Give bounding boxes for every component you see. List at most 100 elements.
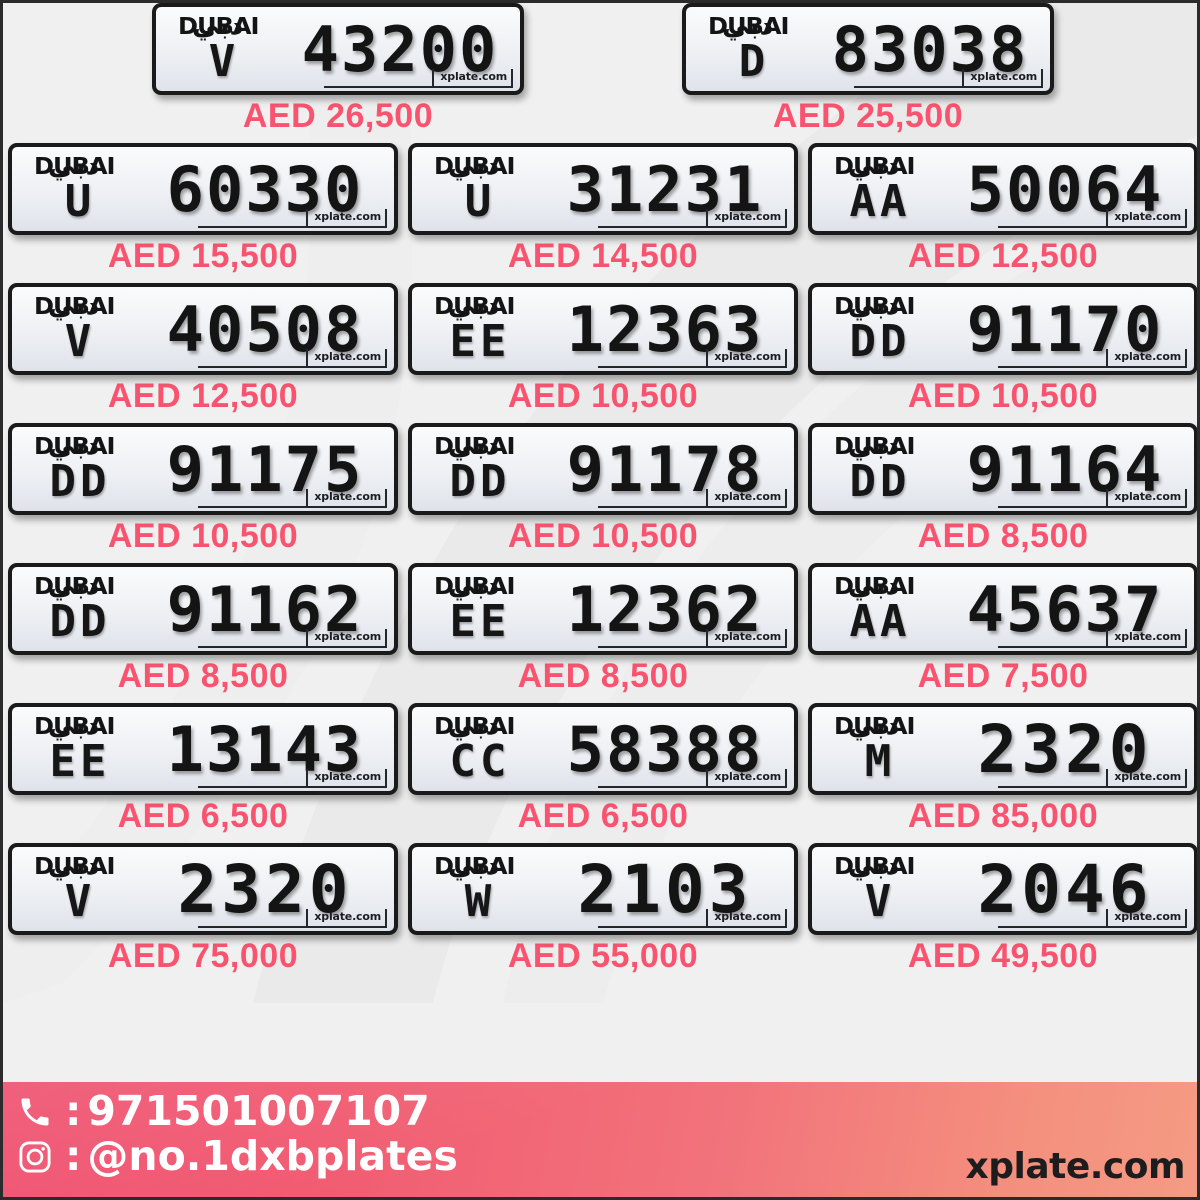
- plate-watermark: xplate.com: [598, 629, 787, 648]
- plate-watermark-text: xplate.com: [714, 490, 781, 503]
- plate-watermark-text: xplate.com: [714, 910, 781, 923]
- plate-cell[interactable]: DUBAI دبي EE 13143 xplate.com AED 6,500: [3, 703, 403, 843]
- emblem-arabic-text: دبي: [722, 10, 774, 41]
- emblem-arabic-text: دبي: [448, 430, 500, 461]
- license-plate[interactable]: DUBAI دبي U 60330 xplate.com: [8, 143, 398, 235]
- license-plate[interactable]: DUBAI دبي EE 12362 xplate.com: [408, 563, 798, 655]
- license-plate[interactable]: DUBAI دبي EE 13143 xplate.com: [8, 703, 398, 795]
- emblem-arabic-text: دبي: [48, 430, 100, 461]
- plate-code: DD: [49, 596, 111, 647]
- plate-watermark: xplate.com: [998, 909, 1187, 928]
- emblem-arabic-text: دبي: [848, 290, 900, 321]
- plate-code: W: [464, 876, 496, 927]
- plate-cell[interactable]: DUBAI دبي U 60330 xplate.com AED 15,500: [3, 143, 403, 283]
- plate-watermark: xplate.com: [198, 629, 387, 648]
- plate-cell[interactable]: DUBAI دبي M 2320 xplate.com AED 85,000: [803, 703, 1197, 843]
- instagram-handle[interactable]: @no.1dxbplates: [87, 1132, 458, 1181]
- plate-row: DUBAI دبي V 40508 xplate.com AED 12,500 DUBAI د…: [3, 283, 1197, 423]
- plate-cell[interactable]: DUBAI دبي EE 12363 xplate.com AED 10,500: [403, 283, 803, 423]
- plate-watermark: xplate.com: [598, 909, 787, 928]
- plate-code: V: [208, 36, 240, 87]
- plate-code: U: [464, 176, 496, 227]
- plate-watermark-text: xplate.com: [314, 910, 381, 923]
- plate-watermark: xplate.com: [198, 489, 387, 508]
- plate-price: AED 10,500: [907, 377, 1099, 415]
- plate-code: V: [64, 876, 96, 927]
- plate-cell[interactable]: DUBAI دبي W 2103 xplate.com AED 55,000: [403, 843, 803, 983]
- phone-number[interactable]: 971501007107: [87, 1087, 430, 1135]
- plate-watermark: xplate.com: [998, 209, 1187, 228]
- license-plate[interactable]: DUBAI دبي M 2320 xplate.com: [808, 703, 1197, 795]
- plate-cell[interactable]: DUBAI دبي AA 45637 xplate.com AED 7,500: [803, 563, 1197, 703]
- license-plate[interactable]: DUBAI دبي CC 58388 xplate.com: [408, 703, 798, 795]
- plate-cell[interactable]: DUBAI دبي V 2320 xplate.com AED 75,000: [3, 843, 403, 983]
- plate-price: AED 10,500: [507, 517, 699, 555]
- emblem-arabic-text: دبي: [848, 570, 900, 601]
- instagram-separator: :: [65, 1132, 82, 1181]
- plate-cell[interactable]: DUBAI دبي V 43200 xplate.com AED 26,500: [138, 3, 538, 143]
- license-plate[interactable]: DUBAI دبي DD 91162 xplate.com: [8, 563, 398, 655]
- emblem-arabic-text: دبي: [48, 290, 100, 321]
- license-plate[interactable]: DUBAI دبي DD 91164 xplate.com: [808, 423, 1197, 515]
- plate-watermark-text: xplate.com: [314, 630, 381, 643]
- plate-price: AED 75,000: [107, 937, 299, 975]
- plate-cell[interactable]: DUBAI دبي EE 12362 xplate.com AED 8,500: [403, 563, 803, 703]
- plate-row: DUBAI دبي DD 91162 xplate.com AED 8,500 DUBAI د…: [3, 563, 1197, 703]
- plate-watermark: xplate.com: [598, 349, 787, 368]
- license-plate[interactable]: DUBAI دبي DD 91175 xplate.com: [8, 423, 398, 515]
- license-plate[interactable]: DUBAI دبي AA 45637 xplate.com: [808, 563, 1197, 655]
- plate-code: D: [738, 36, 770, 87]
- phone-line: : 971501007107: [17, 1087, 458, 1135]
- license-plate[interactable]: DUBAI دبي V 2320 xplate.com: [8, 843, 398, 935]
- plate-price: AED 6,500: [117, 797, 289, 835]
- plate-watermark: xplate.com: [998, 769, 1187, 788]
- plate-code: EE: [449, 596, 511, 647]
- license-plate[interactable]: DUBAI دبي EE 12363 xplate.com: [408, 283, 798, 375]
- plate-code: U: [64, 176, 96, 227]
- plate-price: AED 12,500: [107, 377, 299, 415]
- plate-code: EE: [49, 736, 111, 787]
- plate-cell[interactable]: DUBAI دبي DD 91175 xplate.com AED 10,500: [3, 423, 403, 563]
- plate-cell[interactable]: DUBAI دبي V 2046 xplate.com AED 49,500: [803, 843, 1197, 983]
- plate-cell[interactable]: DUBAI دبي V 40508 xplate.com AED 12,500: [3, 283, 403, 423]
- plate-watermark: xplate.com: [324, 69, 513, 88]
- plate-code: CC: [449, 736, 511, 787]
- phone-icon: [17, 1094, 59, 1130]
- license-plate[interactable]: DUBAI دبي V 2046 xplate.com: [808, 843, 1197, 935]
- plate-cell[interactable]: DUBAI دبي DD 91164 xplate.com AED 8,500: [803, 423, 1197, 563]
- instagram-icon: [17, 1139, 59, 1175]
- plate-watermark-text: xplate.com: [314, 770, 381, 783]
- emblem-arabic-text: دبي: [48, 850, 100, 881]
- plate-cell[interactable]: DUBAI دبي D 83038 xplate.com AED 25,500: [668, 3, 1068, 143]
- plate-cell[interactable]: DUBAI دبي U 31231 xplate.com AED 14,500: [403, 143, 803, 283]
- plate-watermark-text: xplate.com: [970, 70, 1037, 83]
- plate-cell[interactable]: DUBAI دبي CC 58388 xplate.com AED 6,500: [403, 703, 803, 843]
- license-plate[interactable]: DUBAI دبي AA 50064 xplate.com: [808, 143, 1197, 235]
- plate-cell[interactable]: DUBAI دبي DD 91170 xplate.com AED 10,500: [803, 283, 1197, 423]
- plate-watermark-text: xplate.com: [1114, 490, 1181, 503]
- license-plate[interactable]: DUBAI دبي D 83038 xplate.com: [682, 3, 1054, 95]
- license-plate[interactable]: DUBAI دبي DD 91178 xplate.com: [408, 423, 798, 515]
- plate-watermark-text: xplate.com: [1114, 910, 1181, 923]
- license-plate[interactable]: DUBAI دبي U 31231 xplate.com: [408, 143, 798, 235]
- plate-price: AED 15,500: [107, 237, 299, 275]
- license-plate[interactable]: DUBAI دبي W 2103 xplate.com: [408, 843, 798, 935]
- plate-watermark-text: xplate.com: [1114, 770, 1181, 783]
- license-plate[interactable]: DUBAI دبي V 40508 xplate.com: [8, 283, 398, 375]
- plate-watermark: xplate.com: [998, 629, 1187, 648]
- plate-watermark: xplate.com: [598, 769, 787, 788]
- emblem-arabic-text: دبي: [848, 710, 900, 741]
- license-plate[interactable]: DUBAI دبي DD 91170 xplate.com: [808, 283, 1197, 375]
- plate-cell[interactable]: DUBAI دبي AA 50064 xplate.com AED 12,500: [803, 143, 1197, 283]
- emblem-arabic-text: دبي: [848, 850, 900, 881]
- license-plate[interactable]: DUBAI دبي V 43200 xplate.com: [152, 3, 524, 95]
- plate-cell[interactable]: DUBAI دبي DD 91178 xplate.com AED 10,500: [403, 423, 803, 563]
- plate-price: AED 6,500: [517, 797, 689, 835]
- plate-price: AED 85,000: [907, 797, 1099, 835]
- plate-cell[interactable]: DUBAI دبي DD 91162 xplate.com AED 8,500: [3, 563, 403, 703]
- plate-watermark-text: xplate.com: [714, 630, 781, 643]
- plate-code: DD: [449, 456, 511, 507]
- plate-code: V: [64, 316, 96, 367]
- plate-code: DD: [849, 316, 911, 367]
